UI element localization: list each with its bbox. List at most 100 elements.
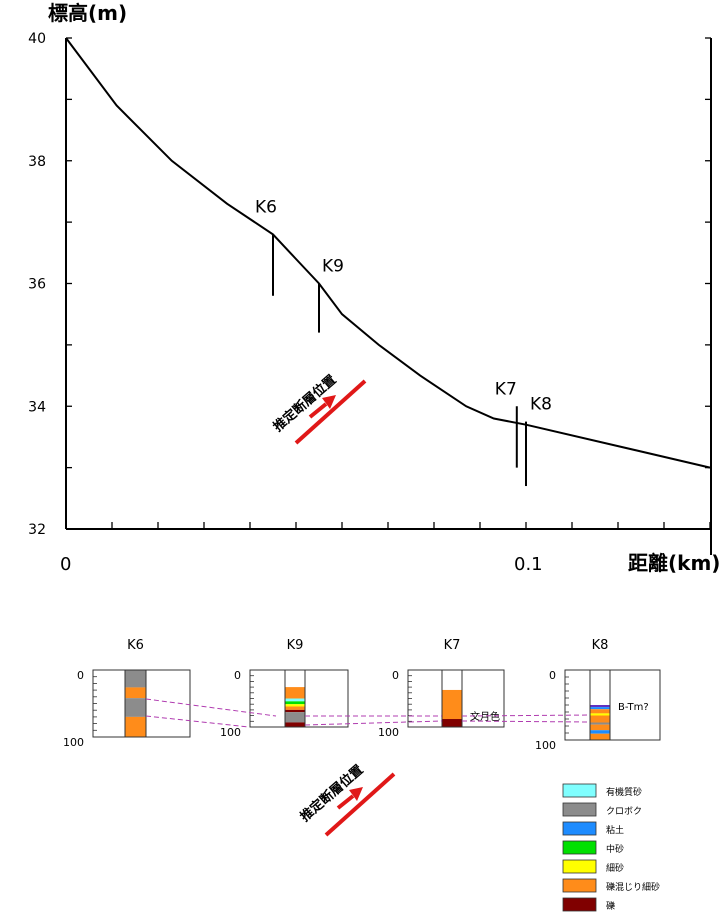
legend-label: クロボク — [606, 806, 642, 817]
correlation-line — [461, 714, 591, 717]
log-layer — [285, 722, 305, 727]
profile-line — [65, 37, 711, 469]
depth-label-top: 0 — [234, 669, 241, 682]
legend-swatch — [562, 897, 597, 912]
profile-series — [65, 37, 711, 469]
log-panel-k6: K6 0 100 — [63, 638, 191, 749]
legend-swatch — [562, 878, 597, 893]
correlation-line — [145, 698, 277, 717]
legend-label: 中砂 — [606, 843, 624, 855]
x-ticks: 0 0.1 — [60, 522, 711, 575]
log-layer — [590, 705, 610, 708]
log-layer — [285, 704, 305, 707]
log-layer — [590, 722, 610, 725]
log-panel-k8: K8 0 100 B-Tm? — [535, 638, 661, 752]
legend-label: 粘土 — [606, 824, 624, 836]
correlation-lines — [145, 698, 591, 728]
log-title: K6 — [127, 638, 144, 653]
y-tick-label: 40 — [28, 31, 46, 47]
x-tick-label: 0 — [60, 554, 71, 575]
log-layer — [125, 698, 146, 717]
legend-item: 有機質砂 — [562, 783, 642, 798]
log-layer — [590, 715, 610, 723]
legend-swatch — [562, 783, 597, 798]
correlation-line — [304, 720, 443, 726]
legend-item: 粘土 — [562, 821, 624, 836]
legend-item: 細砂 — [562, 859, 624, 874]
log-layer — [285, 706, 305, 710]
depth-label-bottom: 100 — [63, 736, 84, 749]
borehole-k7-label: K7 — [495, 379, 517, 399]
log-layer — [125, 687, 146, 699]
depth-label-top: 0 — [392, 669, 399, 682]
log-column-border — [284, 669, 306, 728]
y-tick-label: 36 — [28, 277, 46, 293]
log-layer — [590, 709, 610, 714]
legend-item: 礫 — [562, 897, 615, 912]
depth-label-top: 0 — [77, 669, 84, 682]
log-panels: K6 0 100 K9 0 100 K7 0 100 文月色 K8 0 100 B-Tm? — [63, 638, 661, 752]
log-layer — [285, 701, 305, 705]
log-note: B-Tm? — [618, 702, 649, 713]
log-layer — [442, 689, 462, 720]
log-layer — [285, 712, 305, 723]
log-column-border — [441, 669, 463, 728]
legend-swatch — [562, 802, 597, 817]
fault-line-bottom — [324, 772, 396, 837]
correlation-line — [461, 720, 591, 723]
log-layer — [442, 719, 462, 727]
x-tick-label: 0.1 — [514, 554, 543, 575]
fault-arrow-head-top — [322, 395, 336, 409]
log-layer — [590, 707, 610, 710]
legend-swatch — [562, 859, 597, 874]
fault-annotation-bottom: 推定断層位置 — [297, 762, 396, 837]
log-layer — [590, 713, 610, 716]
x-axis-label: 距離(km) — [628, 551, 720, 575]
legend-label: 礫混じり細砂 — [606, 881, 660, 893]
log-layer — [125, 716, 146, 737]
y-ticks: 32 34 36 38 40 — [28, 31, 711, 538]
fault-arrow-shaft-bottom — [336, 794, 355, 810]
log-layer — [285, 698, 305, 702]
fault-arrow-head-bottom — [349, 787, 363, 801]
legend-label: 有機質砂 — [606, 786, 642, 798]
log-title: K7 — [444, 638, 461, 653]
borehole-k9-label: K9 — [322, 257, 344, 277]
log-note: 文月色 — [470, 710, 500, 723]
depth-label-bottom: 100 — [220, 726, 241, 739]
y-tick-label: 34 — [28, 399, 46, 415]
log-panel-k9: K9 0 100 — [220, 638, 349, 739]
log-layer — [125, 670, 146, 688]
log-layer — [590, 733, 610, 740]
depth-label-bottom: 100 — [378, 726, 399, 739]
log-layer — [590, 724, 610, 731]
log-column-border — [589, 669, 611, 741]
borehole-k6-label: K6 — [255, 197, 277, 217]
log-title: K8 — [592, 638, 609, 653]
legend-item: 礫混じり細砂 — [562, 878, 660, 893]
y-axis-label: 標高(m) — [48, 1, 127, 25]
legend-swatch — [562, 840, 597, 855]
legend-item: クロボク — [562, 802, 642, 817]
y-tick-label: 38 — [28, 154, 46, 170]
legend-label: 細砂 — [606, 862, 624, 874]
borehole-k8-label: K8 — [530, 395, 552, 415]
legend-item: 中砂 — [562, 840, 624, 855]
log-title: K9 — [287, 638, 304, 653]
fault-line-top — [294, 379, 367, 445]
legend-swatch — [562, 821, 597, 836]
log-layer — [285, 709, 305, 713]
fault-arrow-shaft-top — [308, 402, 328, 419]
fault-annotation-top: 推定断層位置 — [270, 372, 367, 445]
legend-label: 礫 — [606, 900, 615, 912]
y-tick-label: 32 — [28, 522, 46, 538]
depth-label-top: 0 — [549, 669, 556, 682]
log-column-border — [124, 669, 147, 738]
borehole-marks: K6 K9 K7 K8 — [255, 197, 552, 487]
log-layer — [285, 687, 305, 699]
log-layer — [590, 730, 610, 734]
